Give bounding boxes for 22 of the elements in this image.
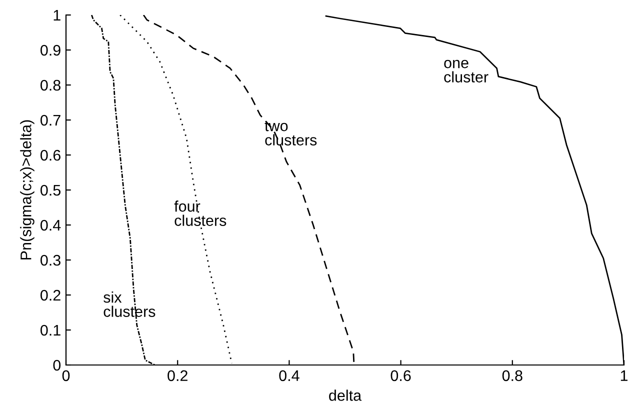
series-label: six clusters	[104, 292, 156, 317]
y-tick-label: 0.9	[40, 44, 60, 56]
series-label: four clusters	[174, 200, 226, 226]
y-tick-label: 0.5	[40, 184, 60, 196]
x-tick-label: 0.4	[279, 370, 300, 382]
y-tick-label: 0.3	[40, 254, 60, 266]
x-axis-title: delta	[329, 390, 362, 401]
x-tick-label: 1	[620, 370, 628, 381]
x-tick-label: 0.6	[390, 370, 411, 382]
y-axis-title: Pn(sigma(c;x)>delta)	[20, 120, 34, 260]
y-tick-label: 0.4	[40, 220, 61, 231]
y-tick-label: 0.8	[40, 80, 60, 91]
y-tick-label: 0	[53, 360, 61, 371]
y-tick-label: 0.6	[40, 150, 60, 161]
y-tick-label: 1	[54, 10, 60, 21]
x-tick-label: 0.2	[168, 370, 188, 382]
y-tick-label: 0.1	[40, 324, 60, 336]
y-tick-label: 0.2	[40, 290, 60, 301]
y-tick-label: 0.7	[40, 114, 60, 126]
x-tick-label: 0.8	[502, 370, 522, 382]
series-label: one cluster	[444, 60, 488, 82]
x-tick-label: 0	[62, 370, 70, 382]
